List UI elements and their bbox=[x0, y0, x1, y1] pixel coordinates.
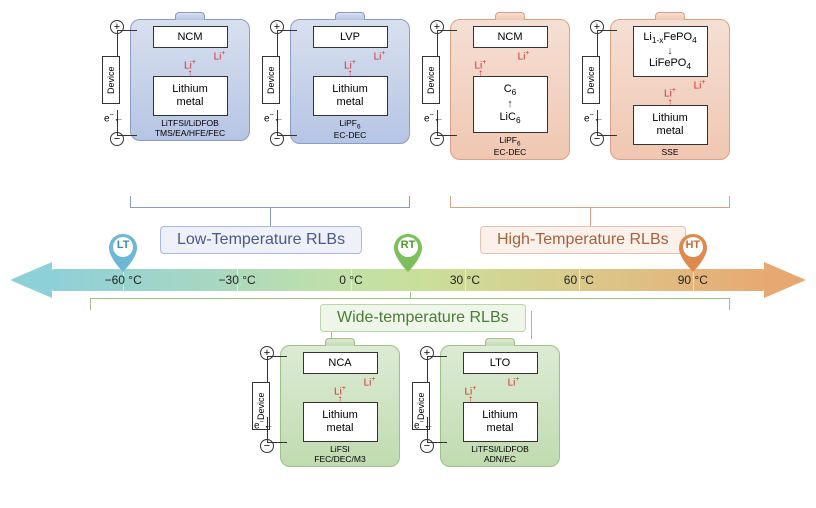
lt-pin-icon: LT bbox=[108, 234, 138, 272]
electron-label: e−← bbox=[414, 419, 434, 431]
high-temp-band-label: High-Temperature RLBs bbox=[480, 226, 686, 254]
anode-box: Lithium metal bbox=[313, 76, 388, 116]
battery-cell: Li1-xFePO4↓LiFePO4 Li+↑ Li+ Lithium metalSS… bbox=[610, 12, 730, 160]
li-ion-label: Li+↑ bbox=[664, 87, 676, 104]
axis-tick-label: 30 °C bbox=[450, 273, 480, 287]
electron-label: e−← bbox=[104, 112, 124, 124]
device-box: Device bbox=[422, 56, 440, 104]
electrolyte-label: LiPF6EC-DEC bbox=[297, 116, 403, 140]
li-ion-label: Li+↑ bbox=[344, 59, 356, 76]
device-box: Device bbox=[582, 56, 600, 104]
cathode-box: LTO bbox=[463, 352, 538, 374]
electrolyte-label: LiTFSI/LiDFOBADN/EC bbox=[447, 442, 553, 464]
cathode-box: LVP bbox=[313, 26, 388, 48]
battery-cell: NCM Li+↑ Li+ Lithium metalLiTFSI/LiDFOBTMS/… bbox=[130, 12, 250, 160]
axis-tick-label: 60 °C bbox=[564, 273, 594, 287]
anode-box: Lithium metal bbox=[153, 76, 228, 116]
electrolyte-label: SSE bbox=[617, 145, 723, 157]
li-ion-label: Li+↑ bbox=[475, 59, 487, 76]
electrolyte-label: LiFSIFEC/DEC/M3 bbox=[287, 442, 393, 464]
battery-cell: NCALi+↑Li+Lithium metalLiFSIFEC/DEC/M3De… bbox=[280, 338, 400, 467]
battery-cell: NCMLi+↑Li+C6↑LiC6LiPF6EC-DECDevice+−e−← bbox=[450, 12, 570, 160]
temperature-axis: −60 °C−30 °C0 °C30 °C60 °C90 °C LT RT HT bbox=[10, 260, 806, 300]
li-ion-label: Li+ bbox=[364, 376, 376, 388]
axis-tick-label: −30 °C bbox=[219, 273, 256, 287]
cathode-box: NCA bbox=[303, 352, 378, 374]
low-temp-band-label: Low-Temperature RLBs bbox=[160, 226, 362, 254]
anode-box: C6↑LiC6 bbox=[473, 76, 548, 133]
axis-arrow-right-icon bbox=[764, 262, 806, 298]
li-ion-label: Li+ bbox=[508, 376, 520, 388]
cathode-box: NCM bbox=[153, 26, 228, 48]
cathode-box: NCM bbox=[473, 26, 548, 48]
device-box: Device bbox=[102, 56, 120, 104]
low-temp-bracket bbox=[130, 196, 410, 208]
anode-box: Lithium metal bbox=[303, 402, 378, 442]
battery-cell: LTO Li+↑ Li+ Lithium metalLiTFSI/LiDFOBADN/… bbox=[440, 338, 560, 467]
electron-label: e−← bbox=[424, 112, 444, 124]
high-temp-bracket bbox=[450, 196, 730, 208]
li-ion-label: Li+↑ bbox=[184, 59, 196, 76]
axis-tick-label: −60 °C bbox=[105, 273, 142, 287]
wide-temp-band-label: Wide-temperature RLBs bbox=[320, 304, 526, 332]
bottom-battery-row: NCALi+↑Li+Lithium metalLiFSIFEC/DEC/M3De… bbox=[280, 338, 560, 467]
electron-label: e−← bbox=[254, 419, 274, 431]
axis-tick-label: 0 °C bbox=[339, 273, 362, 287]
axis-tick-label: 90 °C bbox=[678, 273, 708, 287]
li-ion-label: Li+↑ bbox=[465, 385, 477, 402]
li-ion-label: Li+ bbox=[214, 50, 226, 62]
li-ion-label: Li+ bbox=[694, 79, 706, 91]
electrolyte-label: LiPF6EC-DEC bbox=[457, 133, 563, 157]
anode-box: Lithium metal bbox=[463, 402, 538, 442]
axis-bar bbox=[52, 269, 764, 291]
top-battery-row: NCMLi+↑Li+Lithium metalLiTFSI/LiDFOBTMS/… bbox=[130, 12, 730, 160]
rt-pin-icon: RT bbox=[393, 234, 423, 272]
electrolyte-label: LiTFSI/LiDFOBTMS/EA/HFE/FEC bbox=[137, 116, 243, 138]
anode-box: Lithium metal bbox=[633, 105, 708, 145]
cathode-box: Li1-xFePO4↓LiFePO4 bbox=[633, 26, 708, 77]
device-box: Device bbox=[262, 56, 280, 104]
electron-label: e−← bbox=[584, 112, 604, 124]
axis-arrow-left-icon bbox=[10, 262, 52, 298]
li-ion-label: Li+ bbox=[374, 50, 386, 62]
battery-cell: LVPLi+↑Li+Lithium metalLiPF6EC-DECDevice… bbox=[290, 12, 410, 160]
li-ion-label: Li+ bbox=[518, 50, 530, 62]
ht-pin-icon: HT bbox=[678, 234, 708, 272]
li-ion-label: Li+↑ bbox=[334, 385, 346, 402]
electron-label: e−← bbox=[264, 112, 284, 124]
